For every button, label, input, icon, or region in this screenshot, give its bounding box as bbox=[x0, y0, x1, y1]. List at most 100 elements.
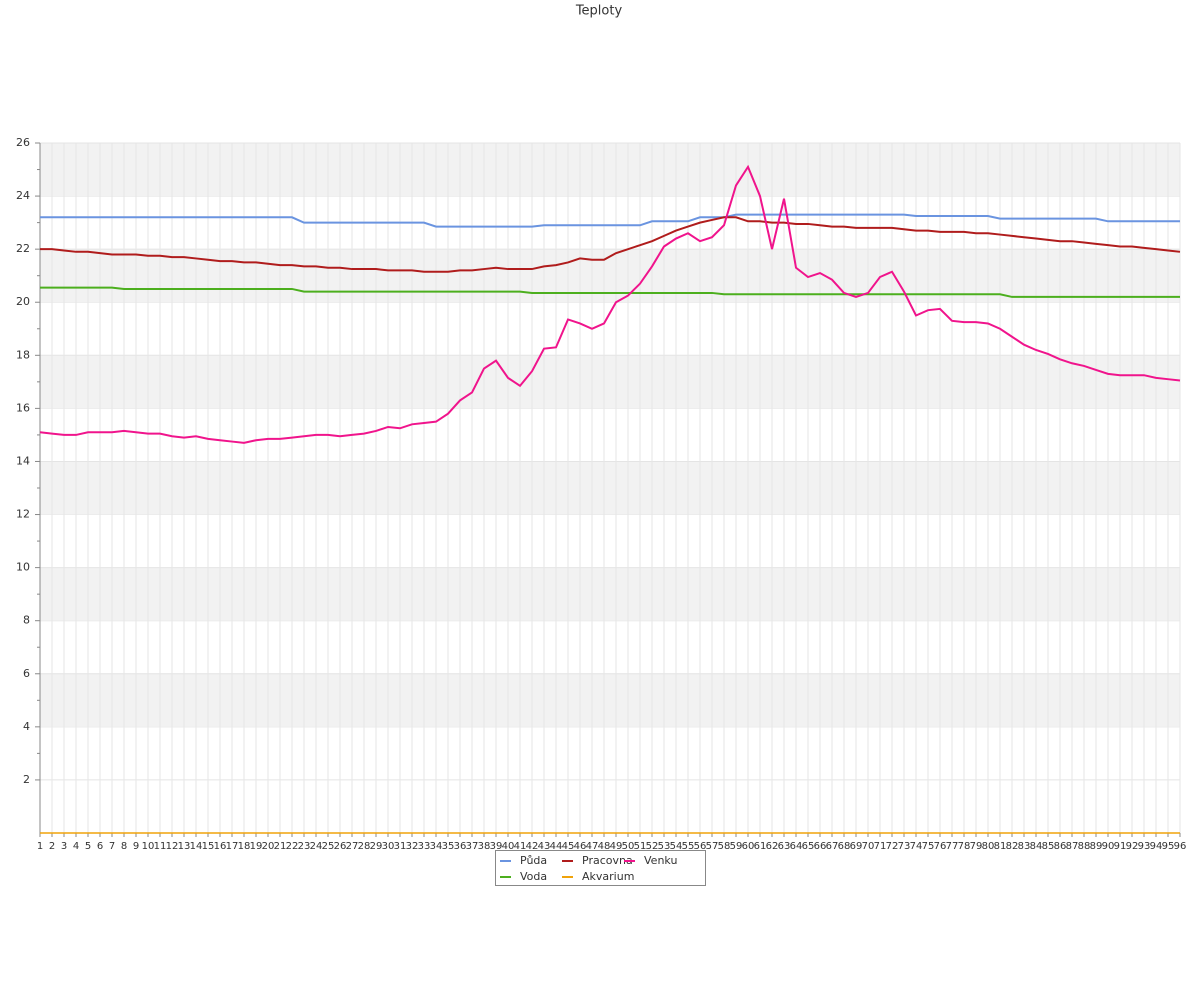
x-tick-label: 66 bbox=[814, 841, 827, 852]
x-tick-label: 64 bbox=[790, 841, 803, 852]
x-tick-label: 4 bbox=[73, 841, 79, 852]
legend-label: Pracovna bbox=[582, 854, 633, 867]
x-tick-label: 28 bbox=[358, 841, 371, 852]
x-tick-label: 39 bbox=[490, 841, 503, 852]
x-tick-label: 92 bbox=[1126, 841, 1139, 852]
x-tick-label: 59 bbox=[730, 841, 743, 852]
x-tick-label: 1 bbox=[37, 841, 43, 852]
x-tick-label: 6 bbox=[97, 841, 103, 852]
x-tick-label: 30 bbox=[382, 841, 395, 852]
y-tick-label: 24 bbox=[16, 189, 30, 202]
x-tick-label: 13 bbox=[178, 841, 191, 852]
x-tick-label: 21 bbox=[274, 841, 287, 852]
x-tick-label: 93 bbox=[1138, 841, 1151, 852]
x-tick-label: 14 bbox=[190, 841, 203, 852]
x-tick-label: 2 bbox=[49, 841, 55, 852]
x-tick-label: 48 bbox=[598, 841, 611, 852]
x-tick-label: 86 bbox=[1054, 841, 1067, 852]
series-line bbox=[40, 286, 1180, 298]
x-tick-label: 37 bbox=[466, 841, 479, 852]
x-tick-label: 5 bbox=[85, 841, 91, 852]
x-tick-label: 60 bbox=[742, 841, 755, 852]
grid-band bbox=[40, 355, 1180, 409]
x-tick-label: 95 bbox=[1162, 841, 1175, 852]
x-tick-label: 38 bbox=[478, 841, 491, 852]
grid-band bbox=[40, 673, 1180, 727]
x-tick-label: 23 bbox=[298, 841, 311, 852]
x-tick-label: 62 bbox=[766, 841, 779, 852]
x-tick-label: 57 bbox=[706, 841, 719, 852]
x-tick-label: 27 bbox=[346, 841, 359, 852]
x-tick-label: 63 bbox=[778, 841, 791, 852]
x-tick-label: 76 bbox=[934, 841, 947, 852]
x-tick-label: 16 bbox=[214, 841, 227, 852]
x-tick-label: 65 bbox=[802, 841, 815, 852]
x-tick-label: 34 bbox=[430, 841, 443, 852]
x-tick-label: 45 bbox=[562, 841, 575, 852]
x-tick-label: 70 bbox=[862, 841, 875, 852]
y-tick-label: 8 bbox=[23, 614, 30, 627]
y-tick-label: 26 bbox=[16, 136, 30, 149]
x-tick-label: 58 bbox=[718, 841, 731, 852]
y-tick-label: 14 bbox=[16, 454, 30, 467]
x-tick-label: 67 bbox=[826, 841, 839, 852]
x-tick-label: 31 bbox=[394, 841, 407, 852]
x-tick-label: 20 bbox=[262, 841, 275, 852]
y-tick-label: 20 bbox=[16, 295, 30, 308]
x-tick-label: 22 bbox=[286, 841, 299, 852]
legend-label: Voda bbox=[520, 870, 547, 883]
x-tick-label: 35 bbox=[442, 841, 455, 852]
series-line bbox=[40, 216, 1181, 273]
x-tick-label: 61 bbox=[754, 841, 767, 852]
x-tick-label: 49 bbox=[610, 841, 623, 852]
y-tick-label: 4 bbox=[23, 720, 30, 733]
x-tick-label: 75 bbox=[922, 841, 935, 852]
x-tick-label: 73 bbox=[898, 841, 911, 852]
x-tick-label: 83 bbox=[1018, 841, 1031, 852]
x-tick-label: 41 bbox=[514, 841, 527, 852]
x-tick-label: 42 bbox=[526, 841, 539, 852]
x-tick-label: 80 bbox=[982, 841, 995, 852]
x-tick-label: 12 bbox=[166, 841, 179, 852]
x-tick-label: 40 bbox=[502, 841, 515, 852]
x-tick-label: 77 bbox=[946, 841, 959, 852]
grid-band bbox=[40, 461, 1180, 515]
x-tick-label: 17 bbox=[226, 841, 239, 852]
x-tick-label: 88 bbox=[1078, 841, 1091, 852]
y-tick-label: 16 bbox=[16, 401, 30, 414]
x-tick-label: 87 bbox=[1066, 841, 1079, 852]
x-tick-label: 74 bbox=[910, 841, 923, 852]
x-tick-label: 47 bbox=[586, 841, 599, 852]
x-tick-label: 55 bbox=[682, 841, 695, 852]
x-tick-label: 26 bbox=[334, 841, 347, 852]
x-tick-label: 25 bbox=[322, 841, 335, 852]
y-tick-label: 6 bbox=[23, 667, 30, 680]
x-tick-label: 96 bbox=[1174, 841, 1187, 852]
x-tick-label: 8 bbox=[121, 841, 127, 852]
x-tick-label: 71 bbox=[874, 841, 887, 852]
x-tick-label: 94 bbox=[1150, 841, 1163, 852]
y-tick-label: 2 bbox=[23, 773, 30, 786]
x-tick-label: 84 bbox=[1030, 841, 1043, 852]
y-tick-label: 18 bbox=[16, 348, 30, 361]
x-tick-label: 72 bbox=[886, 841, 899, 852]
x-tick-label: 10 bbox=[142, 841, 155, 852]
x-tick-label: 46 bbox=[574, 841, 587, 852]
x-tick-label: 29 bbox=[370, 841, 383, 852]
x-tick-label: 91 bbox=[1114, 841, 1127, 852]
x-tick-label: 82 bbox=[1006, 841, 1019, 852]
x-tick-label: 33 bbox=[418, 841, 431, 852]
x-tick-label: 11 bbox=[154, 841, 167, 852]
x-tick-label: 54 bbox=[670, 841, 683, 852]
grid-band bbox=[40, 143, 1180, 197]
x-tick-label: 7 bbox=[109, 841, 115, 852]
y-tick-label: 12 bbox=[16, 508, 30, 521]
x-tick-label: 78 bbox=[958, 841, 971, 852]
x-tick-label: 19 bbox=[250, 841, 263, 852]
x-tick-label: 24 bbox=[310, 841, 323, 852]
x-tick-label: 56 bbox=[694, 841, 707, 852]
grid-band bbox=[40, 567, 1180, 621]
x-tick-label: 79 bbox=[970, 841, 983, 852]
